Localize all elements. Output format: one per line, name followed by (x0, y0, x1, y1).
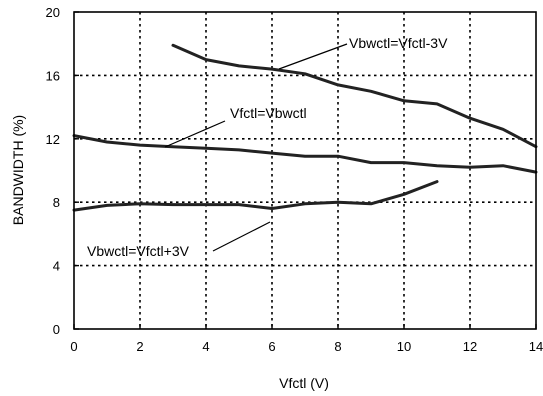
y-tick-label: 4 (53, 259, 60, 274)
y-tick-label: 0 (53, 322, 60, 337)
x-tick-label: 2 (136, 339, 143, 354)
x-tick-label: 8 (334, 339, 341, 354)
series-annotation-label: Vbwctl=Vfctl-3V (349, 35, 448, 51)
annotation-leader-line (212, 221, 271, 252)
y-tick-label: 16 (46, 68, 60, 83)
x-tick-label: 4 (202, 339, 209, 354)
annotation-leader-line (164, 120, 226, 148)
series-line-1 (171, 43, 538, 149)
x-tick-label: 12 (463, 339, 477, 354)
chart-ticks: 0 2 4 6 8 10 12 14 0 4 8 12 16 20 (46, 5, 543, 354)
chart-series (72, 43, 538, 212)
x-tick-label: 0 (70, 339, 77, 354)
x-tick-label: 14 (529, 339, 543, 354)
series-line-2 (72, 134, 538, 174)
plot-frame (73, 11, 537, 330)
y-axis-label: BANDWIDTH (%) (10, 115, 26, 225)
x-tick-label: 10 (397, 339, 411, 354)
annotation-leader-line (278, 43, 348, 70)
x-tick-label: 6 (268, 339, 275, 354)
y-tick-label: 20 (46, 5, 60, 20)
series-annotation-label: Vbwctl=Vfctl+3V (87, 243, 190, 259)
chart-annotations: Vbwctl=Vfctl-3V Vfctl=Vbwctl Vbwctl=Vfctl+… (87, 35, 448, 259)
x-axis-label: Vfctl (V) (279, 375, 329, 391)
y-tick-label: 12 (46, 132, 60, 147)
series-annotation-label: Vfctl=Vbwctl (230, 105, 307, 121)
chart-grid (74, 12, 536, 329)
y-tick-label: 8 (53, 195, 60, 210)
series-line-3 (72, 180, 439, 212)
